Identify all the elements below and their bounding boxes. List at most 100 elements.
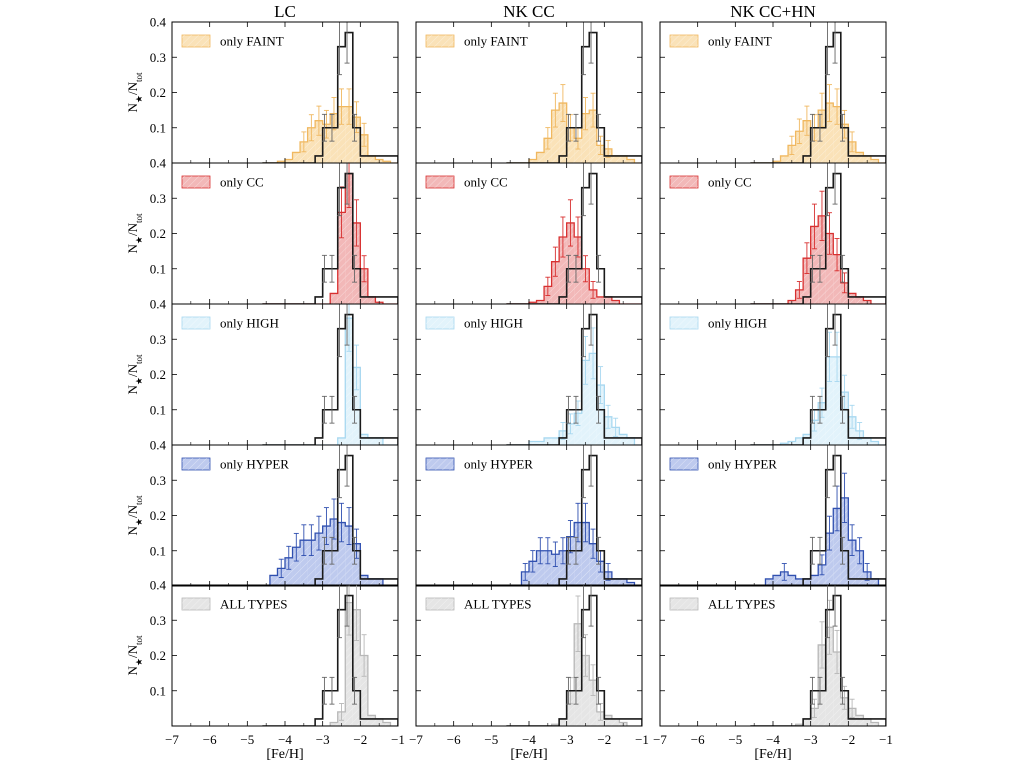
model-bar-hatch xyxy=(574,413,582,445)
observed-error-bar xyxy=(840,113,846,142)
observed-histogram xyxy=(506,172,642,304)
model-bar-hatch xyxy=(367,296,376,304)
observed-error-bar xyxy=(817,395,823,424)
observed-error-bar xyxy=(825,22,830,76)
panel-nk-cc-only-hyper: only HYPER xyxy=(415,444,643,587)
x-tick-label: −3 xyxy=(316,732,330,747)
model-error-bar xyxy=(339,703,344,721)
observed-histogram xyxy=(750,454,886,586)
observed-error-bar xyxy=(573,113,579,142)
observed-error-bar xyxy=(809,113,815,142)
model-bar-hatch xyxy=(803,120,811,163)
legend-swatch-hatch xyxy=(670,176,698,188)
observed-histogram xyxy=(506,454,642,586)
observed-error-bar xyxy=(809,536,815,565)
model-error-bar xyxy=(339,502,344,543)
model-error-bar xyxy=(301,524,307,556)
observed-error-bar xyxy=(573,395,579,424)
observed-error-bar xyxy=(581,445,586,499)
model-bar-hatch xyxy=(581,655,590,726)
y-tick-label: 0.4 xyxy=(150,156,167,171)
model-error-bar xyxy=(522,563,528,581)
model-bar-hatch xyxy=(803,718,811,726)
model-bar-hatch xyxy=(544,550,552,586)
panel-nk-cc-only-cc: only CC xyxy=(415,162,643,305)
x-tick-label: −3 xyxy=(560,732,574,747)
model-error-bar xyxy=(361,255,367,283)
observed-error-bar xyxy=(581,585,586,639)
model-bar-hatch xyxy=(345,106,353,163)
observed-histogram xyxy=(750,594,886,726)
model-error-bar xyxy=(560,537,566,565)
x-axis-label: [Fe/H] xyxy=(754,747,791,762)
legend-label: only HYPER xyxy=(464,457,533,472)
model-bar-hatch xyxy=(382,722,391,726)
observed-error-bar xyxy=(817,254,823,283)
model-error-bar xyxy=(849,404,855,429)
model-bar-hatch xyxy=(375,718,383,726)
model-bar-hatch xyxy=(611,578,620,586)
observed-histogram xyxy=(262,594,398,726)
model-bar-hatch xyxy=(337,212,346,304)
panel-nk-cc-hn-only-hyper: only HYPER xyxy=(659,444,887,587)
model-bar-hatch xyxy=(566,536,575,586)
model-error-bar xyxy=(590,664,596,696)
x-tick-label: −1 xyxy=(879,732,893,747)
observed-histogram xyxy=(750,172,886,304)
model-error-bar xyxy=(789,135,795,155)
model-bar-hatch xyxy=(352,609,361,726)
model-bar-hatch xyxy=(375,437,383,445)
model-error-bar xyxy=(827,515,832,551)
observed-error-bar xyxy=(321,536,327,565)
legend-label: only HIGH xyxy=(220,316,279,331)
model-bar-hatch xyxy=(574,237,582,304)
observed-error-bar xyxy=(588,445,594,487)
observed-error-bar xyxy=(832,445,838,487)
legend-label: only FAINT xyxy=(708,34,772,49)
legend-label: ALL TYPES xyxy=(464,597,532,612)
y-tick-label: 0.2 xyxy=(150,508,166,523)
model-error-bar xyxy=(346,88,352,125)
panel-nk-cc-hn-all-types: ALL TYPES −7 −6 −5 −4 −3 −2 −1 xyxy=(653,584,893,747)
legend-only-cc: only CC xyxy=(425,175,508,190)
observed-histogram xyxy=(750,31,886,163)
observed-histogram xyxy=(262,313,398,445)
model-bar-hatch xyxy=(315,533,323,586)
model-bar-hatch xyxy=(848,293,856,304)
observed-histogram xyxy=(506,594,642,726)
x-tick-label: −6 xyxy=(691,732,705,747)
x-tick-label: −5 xyxy=(240,732,254,747)
y-tick-label: 0.1 xyxy=(150,261,166,276)
model-error-bar xyxy=(834,238,840,272)
legend-all-types: ALL TYPES xyxy=(669,597,776,612)
model-error-bar xyxy=(583,255,588,283)
observed-error-bar xyxy=(321,676,327,705)
legend-label: only FAINT xyxy=(220,34,284,49)
model-bar-hatch xyxy=(619,155,627,163)
model-bar-hatch xyxy=(589,110,597,163)
y-tick-label: 0.3 xyxy=(150,473,166,488)
x-tick-label: −7 xyxy=(409,732,423,747)
model-error-bar xyxy=(552,246,558,277)
model-error-bar xyxy=(842,472,848,523)
legend-swatch-hatch xyxy=(670,317,698,329)
x-tick-label: −4 xyxy=(766,732,780,747)
model-error-bar xyxy=(849,524,855,556)
observed-error-bar xyxy=(809,676,815,705)
model-error-bar xyxy=(590,528,596,559)
model-bar-hatch xyxy=(300,540,308,586)
legend-label: only CC xyxy=(220,175,264,190)
legend-all-types: ALL TYPES xyxy=(425,597,532,612)
x-axis-labels: [Fe/H] [Fe/H] [Fe/H] xyxy=(266,747,791,762)
model-bar-hatch xyxy=(300,141,308,163)
model-bar-hatch xyxy=(574,623,582,726)
model-bar-hatch xyxy=(589,680,597,726)
legend-label: only CC xyxy=(464,175,508,190)
model-bar-hatch xyxy=(337,522,346,586)
model-bar-hatch xyxy=(626,437,635,445)
model-error-bar xyxy=(552,92,558,128)
model-bar-hatch xyxy=(285,159,293,163)
y-axis-labels: N★/Ntot N★/Ntot N★/Ntot N★/Ntot N★/Ntot xyxy=(125,72,144,675)
observed-error-bar xyxy=(832,163,838,205)
